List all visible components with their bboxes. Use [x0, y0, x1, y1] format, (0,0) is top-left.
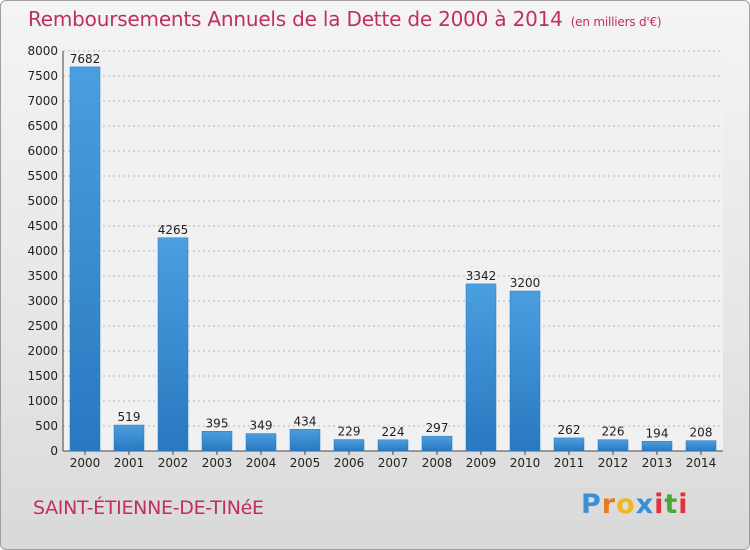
x-tick-label: 2002: [158, 456, 189, 470]
bar: [201, 431, 233, 452]
x-tick-label: 2004: [246, 456, 277, 470]
y-tick-label: 2500: [27, 319, 58, 333]
bar: [377, 439, 409, 452]
y-tick-label: 4500: [27, 219, 58, 233]
bar: [641, 441, 673, 452]
bar-value-label: 226: [602, 425, 625, 439]
bar: [509, 290, 541, 452]
bar-value-label: 297: [426, 421, 449, 435]
y-tick-label: 8000: [27, 44, 58, 58]
x-tick-label: 2007: [378, 456, 409, 470]
y-tick-label: 5500: [27, 169, 58, 183]
bar: [685, 440, 717, 452]
bar-value-label: 7682: [70, 52, 101, 66]
bar-value-label: 208: [690, 426, 713, 440]
proxiti-logo: Proxiti: [581, 489, 689, 520]
y-tick-label: 4000: [27, 244, 58, 258]
bar-value-label: 229: [338, 425, 361, 439]
x-tick-label: 2014: [686, 456, 717, 470]
bar-value-label: 3200: [510, 276, 541, 290]
bar: [113, 424, 145, 452]
x-tick-label: 2009: [466, 456, 497, 470]
chart-title-text: Remboursements Annuels de la Dette de 20…: [28, 7, 563, 31]
x-tick-label: 2003: [202, 456, 233, 470]
y-tick-label: 0: [50, 444, 58, 458]
bar-value-label: 395: [206, 416, 229, 430]
bar-value-label: 224: [382, 425, 405, 439]
bar-value-label: 3342: [466, 269, 497, 283]
logo-letter: i: [654, 489, 665, 520]
bar-value-label: 4265: [158, 223, 189, 237]
x-tick-label: 2001: [114, 456, 145, 470]
x-tick-label: 2005: [290, 456, 321, 470]
x-tick-label: 2013: [642, 456, 673, 470]
logo-letter: P: [581, 489, 602, 520]
chart-title: Remboursements Annuels de la Dette de 20…: [28, 7, 662, 31]
bar: [69, 66, 101, 452]
bar: [553, 437, 585, 452]
bar-value-label: 349: [250, 419, 273, 433]
bar: [157, 237, 189, 452]
y-tick-label: 6500: [27, 119, 58, 133]
bar: [289, 429, 321, 452]
logo-letter: o: [616, 489, 636, 520]
x-tick-label: 2006: [334, 456, 365, 470]
x-tick-label: 2012: [598, 456, 629, 470]
chart-subtitle: (en milliers d'€): [570, 15, 662, 29]
y-tick-label: 3000: [27, 294, 58, 308]
y-tick-label: 5000: [27, 194, 58, 208]
x-tick-label: 2010: [510, 456, 541, 470]
y-tick-label: 6000: [27, 144, 58, 158]
bar: [597, 439, 629, 452]
y-tick-label: 1000: [27, 394, 58, 408]
bar-value-label: 519: [118, 410, 141, 424]
place-name: SAINT-ÉTIENNE-DE-TINéE: [33, 497, 264, 519]
bar: [245, 433, 277, 452]
bar-value-label: 194: [646, 426, 669, 440]
bar: [333, 439, 365, 452]
y-tick-label: 3500: [27, 269, 58, 283]
x-tick-label: 2011: [554, 456, 585, 470]
bar-value-label: 262: [558, 423, 581, 437]
y-tick-label: 500: [35, 419, 58, 433]
y-tick-label: 7500: [27, 69, 58, 83]
logo-letter: i: [678, 489, 689, 520]
y-tick-label: 7000: [27, 94, 58, 108]
bar: [421, 435, 453, 452]
y-tick-label: 2000: [27, 344, 58, 358]
logo-letter: t: [664, 489, 679, 520]
bar-value-label: 434: [294, 414, 317, 428]
logo-letter: x: [635, 489, 655, 520]
x-tick-label: 2008: [422, 456, 453, 470]
y-tick-label: 1500: [27, 369, 58, 383]
x-tick-label: 2000: [70, 456, 101, 470]
bar: [465, 283, 497, 452]
logo-letter: r: [601, 489, 617, 520]
